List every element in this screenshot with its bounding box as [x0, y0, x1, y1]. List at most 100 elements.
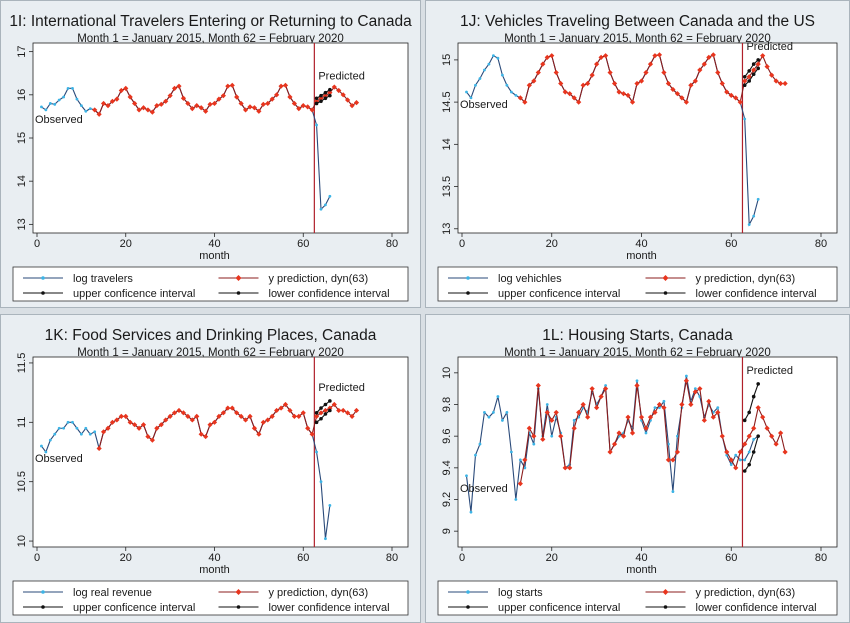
predicted-point: [683, 99, 689, 105]
observed-point: [62, 426, 66, 430]
observed-point: [465, 90, 468, 94]
observed-point: [523, 466, 527, 470]
lower-ci-line: [744, 68, 759, 86]
y-tick-label: 10.5: [16, 471, 28, 492]
observed-point: [474, 83, 477, 87]
observed-point: [716, 406, 720, 410]
chart-svg: 1L: Housing Starts, Canada Month 1 = Janu…: [437, 327, 838, 616]
predicted-point: [149, 437, 155, 443]
observed-point: [465, 474, 468, 478]
legend-observed-marker: [466, 590, 470, 594]
observed-point: [496, 395, 500, 398]
predicted-point: [265, 417, 271, 423]
predicted-point: [100, 429, 107, 435]
predicted-point: [105, 103, 111, 109]
predicted-point: [140, 105, 147, 111]
predicted-point: [96, 111, 102, 117]
predicted-point: [580, 401, 586, 408]
y-tick-label: 10: [441, 367, 453, 379]
legend-observed-marker: [466, 276, 470, 280]
observed-point: [324, 537, 327, 541]
predicted-point: [349, 413, 355, 419]
observed-point: [644, 431, 648, 435]
observed-point: [53, 432, 57, 436]
upper-ci-point: [742, 74, 747, 79]
lower-ci-line: [316, 95, 331, 104]
predicted-point: [760, 414, 766, 420]
observed-point: [57, 426, 61, 430]
x-tick-label: 80: [815, 238, 827, 250]
legend-observed-marker: [41, 276, 45, 280]
predicted-point: [171, 410, 178, 416]
predicted-point: [340, 407, 346, 414]
predicted-point: [203, 433, 209, 440]
observed-point: [572, 418, 576, 422]
legend-observed-label: log travelers: [73, 273, 133, 285]
predicted-point: [764, 64, 770, 70]
predicted-point: [118, 413, 124, 419]
predicted-point: [189, 417, 195, 423]
observed-point: [478, 442, 482, 446]
lower-ci-point: [323, 412, 328, 416]
observed-point: [500, 73, 504, 77]
upper-ci-point: [742, 418, 747, 423]
y-tick-label: 14: [441, 138, 453, 150]
predicted-point: [158, 101, 164, 107]
predicted-point: [692, 78, 698, 84]
legend-lower-ci-label: lower confidence interval: [269, 602, 390, 614]
observed-point: [693, 387, 697, 391]
y-tick-label: 13: [441, 223, 453, 235]
observed-point: [487, 62, 491, 66]
predicted-point: [327, 90, 333, 96]
predicted-point: [692, 389, 698, 395]
predicted-point: [256, 108, 262, 114]
predicted-point: [176, 83, 182, 89]
lower-ci-point: [751, 450, 756, 454]
observed-annotation: Observed: [35, 453, 83, 465]
chart-subtitle: Month 1 = January 2015, Month 62 = Febru…: [77, 347, 344, 359]
observed-point: [84, 109, 88, 113]
upper-ci-point: [747, 410, 751, 415]
y-tick-label: 11.5: [16, 353, 28, 374]
observed-point: [518, 458, 522, 462]
y-tick-label: 9: [441, 528, 453, 534]
predicted-point: [549, 53, 555, 59]
predicted-point: [733, 95, 739, 101]
predicted-point: [229, 405, 235, 411]
predicted-point: [242, 417, 249, 423]
predicted-point: [309, 431, 315, 437]
predicted-point: [247, 104, 253, 110]
predicted-point: [291, 413, 297, 419]
predicted-point: [778, 80, 784, 87]
y-tick-label: 14: [16, 175, 28, 187]
predicted-point: [611, 80, 618, 87]
predicted-point: [571, 95, 577, 101]
x-tick-label: 40: [635, 552, 647, 564]
chart-title: 1J: Vehicles Traveling Between Canada an…: [460, 13, 815, 30]
observed-point: [469, 96, 473, 100]
predicted-point: [724, 449, 730, 455]
observed-point: [66, 86, 70, 90]
predicted-point: [607, 69, 613, 76]
x-tick-label: 60: [725, 238, 737, 250]
legend-predicted-label: y prediction, dyn(63): [269, 273, 369, 285]
lower-ci-point: [751, 72, 756, 77]
predicted-point: [349, 103, 355, 109]
predicted-point: [643, 425, 649, 431]
predicted-annotation: Predicted: [746, 365, 792, 377]
upper-ci-point: [319, 406, 323, 410]
x-tick-label: 20: [546, 238, 558, 250]
legend-observed-label: log vehichles: [498, 273, 562, 285]
legend-upper-ci-label: upper conficence interval: [73, 602, 195, 614]
predicted-point: [526, 425, 532, 431]
predicted-point: [616, 430, 622, 436]
legend-upper-ci-label: upper conficence interval: [498, 602, 620, 614]
predicted-point: [576, 99, 582, 105]
lower-ci-point: [747, 462, 751, 467]
observed-point: [315, 450, 318, 454]
legend-box: [12, 266, 409, 302]
x-axis-label: month: [626, 564, 657, 576]
upper-ci-point: [314, 411, 319, 415]
observed-point: [747, 450, 751, 454]
predicted-point: [526, 82, 532, 88]
